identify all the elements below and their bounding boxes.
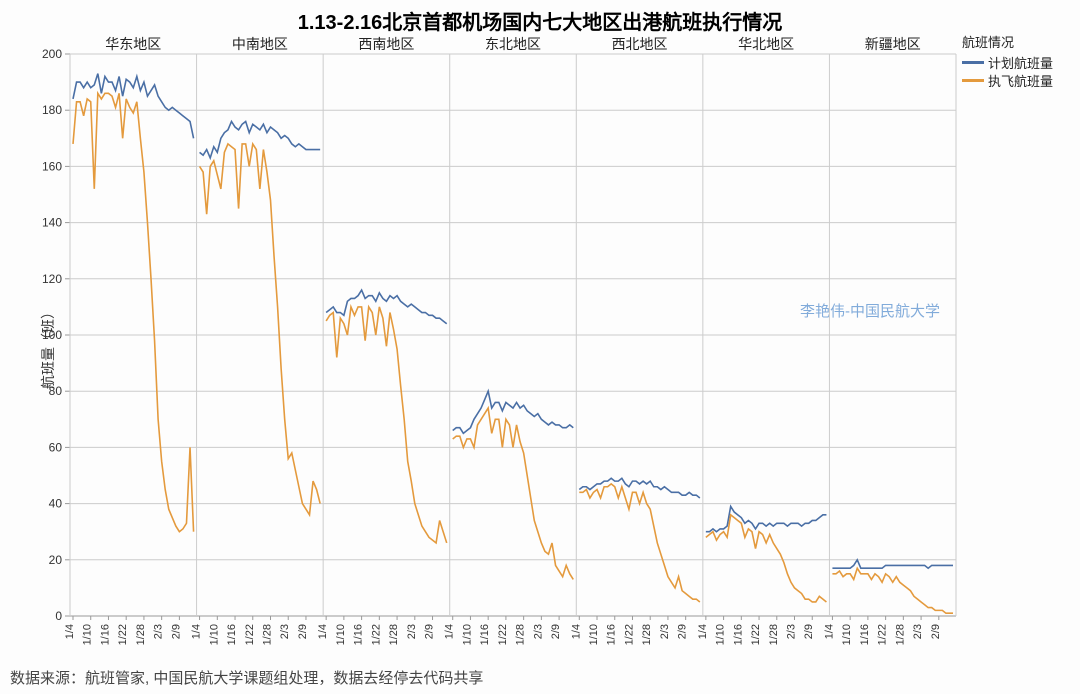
- svg-text:60: 60: [49, 440, 63, 454]
- svg-text:1/4: 1/4: [697, 624, 709, 639]
- svg-text:1/4: 1/4: [570, 624, 582, 639]
- svg-text:1/16: 1/16: [99, 624, 111, 645]
- svg-text:1/28: 1/28: [388, 624, 400, 645]
- svg-text:100: 100: [42, 328, 62, 342]
- svg-text:1/28: 1/28: [894, 624, 906, 645]
- svg-text:120: 120: [42, 272, 62, 286]
- svg-text:1/10: 1/10: [208, 624, 220, 645]
- panel-title: 新疆地区: [829, 34, 956, 54]
- panel-title: 中南地区: [197, 34, 324, 54]
- svg-text:40: 40: [49, 497, 63, 511]
- svg-text:1/28: 1/28: [515, 624, 527, 645]
- svg-text:1/22: 1/22: [750, 624, 762, 645]
- svg-text:1/28: 1/28: [641, 624, 653, 645]
- svg-text:2/3: 2/3: [406, 624, 418, 639]
- svg-text:1/16: 1/16: [353, 624, 365, 645]
- svg-text:1/28: 1/28: [135, 624, 147, 645]
- svg-text:1/16: 1/16: [479, 624, 491, 645]
- svg-text:1/22: 1/22: [244, 624, 256, 645]
- svg-text:2/9: 2/9: [170, 624, 182, 639]
- svg-text:1/28: 1/28: [768, 624, 780, 645]
- panel-title: 华东地区: [70, 34, 197, 54]
- svg-text:2/9: 2/9: [424, 624, 436, 639]
- svg-text:1/22: 1/22: [877, 624, 889, 645]
- svg-text:1/10: 1/10: [82, 624, 94, 645]
- svg-text:2/9: 2/9: [550, 624, 562, 639]
- svg-text:1/4: 1/4: [823, 624, 835, 639]
- svg-text:2/3: 2/3: [786, 624, 798, 639]
- svg-text:1/22: 1/22: [623, 624, 635, 645]
- svg-text:1/10: 1/10: [841, 624, 853, 645]
- svg-text:1/10: 1/10: [335, 624, 347, 645]
- svg-text:20: 20: [49, 553, 63, 567]
- svg-text:1/10: 1/10: [588, 624, 600, 645]
- svg-text:1/10: 1/10: [461, 624, 473, 645]
- svg-text:2/3: 2/3: [659, 624, 671, 639]
- svg-text:1/4: 1/4: [317, 624, 329, 639]
- panel-title: 华北地区: [703, 34, 830, 54]
- svg-text:160: 160: [42, 159, 62, 173]
- svg-text:1/16: 1/16: [226, 624, 238, 645]
- panel-title: 西北地区: [576, 34, 703, 54]
- svg-text:2/9: 2/9: [930, 624, 942, 639]
- svg-text:1/22: 1/22: [117, 624, 129, 645]
- svg-text:2/3: 2/3: [912, 624, 924, 639]
- svg-text:180: 180: [42, 103, 62, 117]
- svg-text:80: 80: [49, 384, 63, 398]
- svg-text:1/4: 1/4: [444, 624, 456, 639]
- svg-text:2/3: 2/3: [153, 624, 165, 639]
- svg-text:1/4: 1/4: [191, 624, 203, 639]
- svg-text:1/16: 1/16: [859, 624, 871, 645]
- panel-title: 西南地区: [323, 34, 450, 54]
- svg-text:1/4: 1/4: [64, 624, 76, 639]
- svg-text:2/9: 2/9: [677, 624, 689, 639]
- svg-text:1/28: 1/28: [261, 624, 273, 645]
- svg-text:1/10: 1/10: [715, 624, 727, 645]
- svg-text:140: 140: [42, 216, 62, 230]
- facet-line-chart: 0 20 40 60 80 100 120 140 160 180 200 1/4 1/10 1/16 1/…: [0, 0, 1080, 694]
- panel-title: 东北地区: [450, 34, 577, 54]
- svg-text:1/16: 1/16: [732, 624, 744, 645]
- svg-text:1/22: 1/22: [497, 624, 509, 645]
- svg-text:2/9: 2/9: [297, 624, 309, 639]
- svg-text:0: 0: [55, 609, 62, 623]
- svg-text:2/3: 2/3: [532, 624, 544, 639]
- svg-text:2/3: 2/3: [279, 624, 291, 639]
- svg-text:1/16: 1/16: [606, 624, 618, 645]
- svg-text:200: 200: [42, 47, 62, 61]
- svg-text:1/22: 1/22: [370, 624, 382, 645]
- svg-text:2/9: 2/9: [803, 624, 815, 639]
